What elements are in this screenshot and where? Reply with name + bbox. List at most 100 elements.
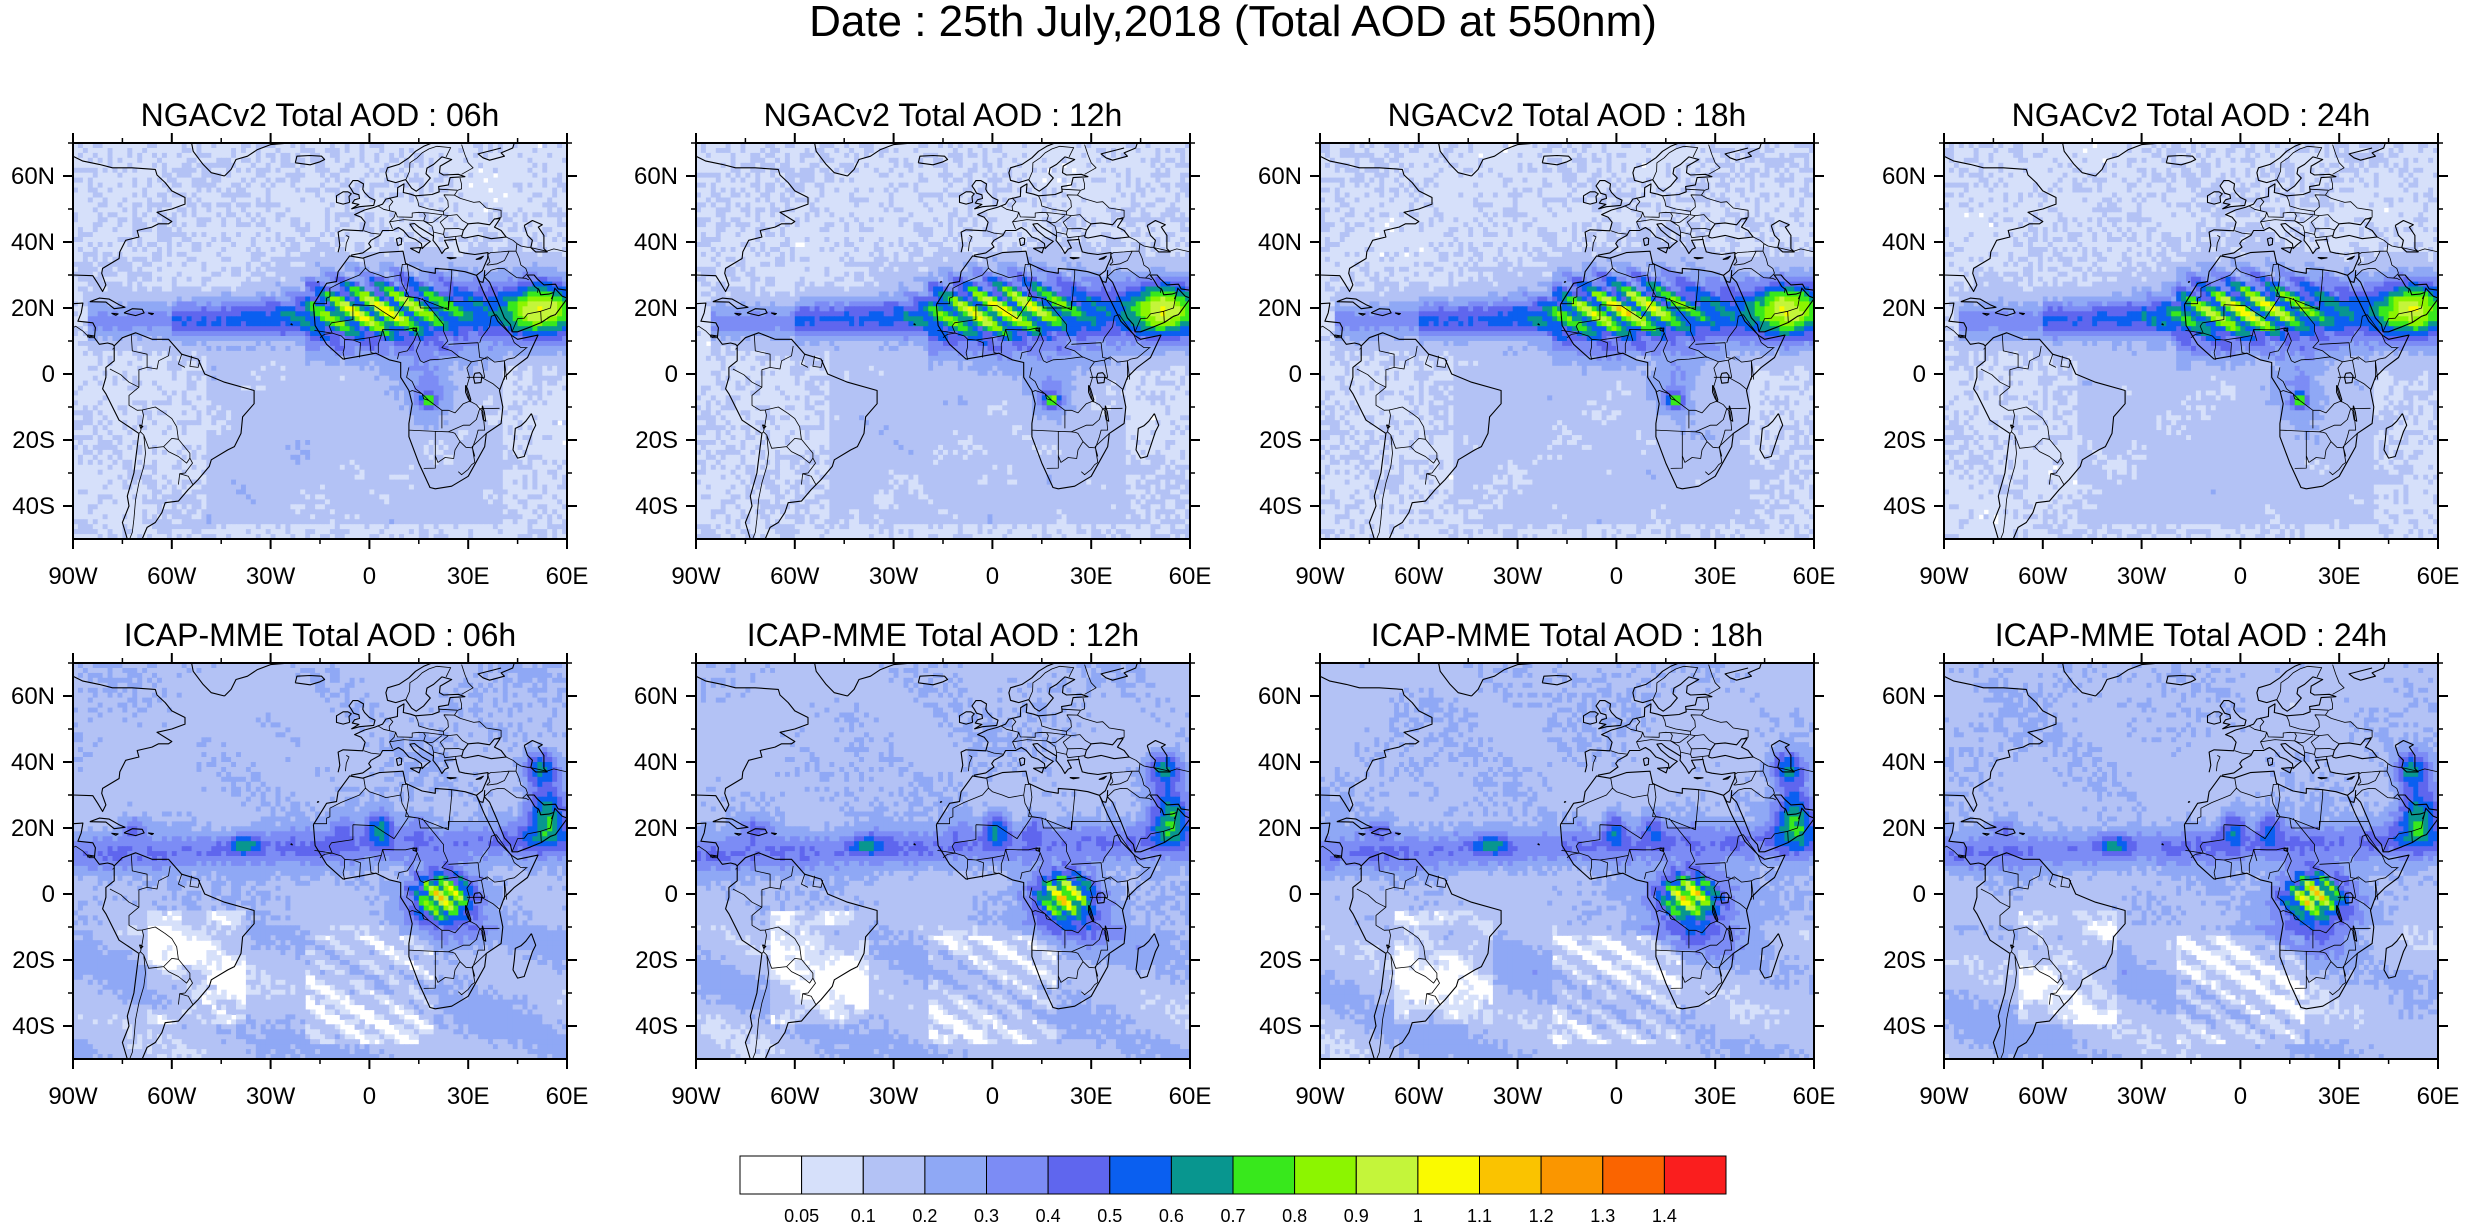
colorbar-swatch <box>1480 1156 1542 1194</box>
panel-title: NGACv2 Total AOD : 18h <box>1388 97 1747 133</box>
lat-tick-label: 40S <box>635 1013 678 1040</box>
lat-tick-label: 0 <box>42 881 55 908</box>
colorbar-swatch <box>1356 1156 1418 1194</box>
lon-tick-label: 0 <box>986 563 999 590</box>
colorbar-swatch <box>802 1156 864 1194</box>
lon-tick-label: 60W <box>770 1083 820 1110</box>
panel-title: NGACv2 Total AOD : 24h <box>2012 97 2371 133</box>
colorbar-swatch <box>1171 1156 1233 1194</box>
lat-tick-label: 40N <box>11 229 55 256</box>
lat-tick-label: 60N <box>634 683 678 710</box>
colorbar-label: 0.9 <box>1344 1206 1369 1222</box>
lat-tick-label: 40S <box>635 493 678 520</box>
colorbar-swatch <box>1541 1156 1603 1194</box>
colorbar-label: 0.05 <box>784 1206 819 1222</box>
lat-tick-label: 0 <box>665 881 678 908</box>
lat-tick-label: 0 <box>1913 361 1926 388</box>
lat-tick-label: 60N <box>1882 163 1926 190</box>
lon-tick-label: 60E <box>2417 563 2460 590</box>
lat-tick-label: 20S <box>1883 947 1926 974</box>
lon-tick-label: 90W <box>48 1083 98 1110</box>
lat-tick-label: 60N <box>11 163 55 190</box>
lat-tick-label: 40S <box>1259 1013 1302 1040</box>
colorbar-swatch <box>740 1156 802 1194</box>
lat-tick-label: 60N <box>1882 683 1926 710</box>
colorbar-swatch <box>1233 1156 1295 1194</box>
lat-tick-label: 20N <box>634 295 678 322</box>
colorbar-label: 1.1 <box>1467 1206 1492 1222</box>
lat-tick-label: 20S <box>1259 947 1302 974</box>
lat-tick-label: 0 <box>42 361 55 388</box>
colorbar-swatch <box>1110 1156 1172 1194</box>
lat-tick-label: 60N <box>11 683 55 710</box>
panel-title: NGACv2 Total AOD : 06h <box>141 97 500 133</box>
colorbar-label: 0.1 <box>851 1206 876 1222</box>
lat-tick-label: 40N <box>11 749 55 776</box>
lon-tick-label: 30W <box>1493 563 1543 590</box>
lon-tick-label: 90W <box>1295 563 1345 590</box>
lon-tick-label: 0 <box>2234 1083 2247 1110</box>
lat-tick-label: 40N <box>1882 229 1926 256</box>
lon-tick-label: 90W <box>671 563 721 590</box>
lat-tick-label: 20S <box>12 427 55 454</box>
colorbar-label: 0.3 <box>974 1206 999 1222</box>
lon-tick-label: 60E <box>2417 1083 2460 1110</box>
lon-tick-label: 30W <box>2117 563 2167 590</box>
aod-field <box>1944 663 2439 1060</box>
lon-tick-label: 90W <box>1919 563 1969 590</box>
lat-tick-label: 40S <box>12 1013 55 1040</box>
lon-tick-label: 30W <box>869 563 919 590</box>
lat-tick-label: 0 <box>1289 361 1302 388</box>
lon-tick-label: 30W <box>1493 1083 1543 1110</box>
lat-tick-label: 20S <box>1259 427 1302 454</box>
lon-tick-label: 0 <box>1610 1083 1623 1110</box>
aod-field <box>1944 143 2439 540</box>
lon-tick-label: 30W <box>246 1083 296 1110</box>
aod-field <box>1320 663 1815 1060</box>
colorbar-label: 0.4 <box>1036 1206 1061 1222</box>
lat-tick-label: 60N <box>634 163 678 190</box>
aod-field <box>696 663 1191 1060</box>
lon-tick-label: 30E <box>447 563 490 590</box>
colorbar-swatch <box>1418 1156 1480 1194</box>
lon-tick-label: 0 <box>986 1083 999 1110</box>
lon-tick-label: 60E <box>1793 1083 1836 1110</box>
lat-tick-label: 20N <box>634 815 678 842</box>
lon-tick-label: 0 <box>363 1083 376 1110</box>
colorbar-label: 0.6 <box>1159 1206 1184 1222</box>
lat-tick-label: 20N <box>11 815 55 842</box>
lon-tick-label: 30W <box>246 563 296 590</box>
lat-tick-label: 20S <box>635 427 678 454</box>
lon-tick-label: 60W <box>1394 563 1444 590</box>
lat-tick-label: 60N <box>1258 163 1302 190</box>
lat-tick-label: 20S <box>12 947 55 974</box>
lat-tick-label: 0 <box>1289 881 1302 908</box>
colorbar-swatch <box>1295 1156 1357 1194</box>
lat-tick-label: 40S <box>1883 1013 1926 1040</box>
colorbar-swatch <box>1603 1156 1665 1194</box>
lon-tick-label: 30W <box>869 1083 919 1110</box>
colorbar-label: 0.2 <box>912 1206 937 1222</box>
lon-tick-label: 60W <box>1394 1083 1444 1110</box>
lon-tick-label: 60W <box>2018 1083 2068 1110</box>
panel-title: ICAP-MME Total AOD : 24h <box>1995 617 2387 653</box>
colorbar-swatch <box>987 1156 1049 1194</box>
colorbar-label: 1.2 <box>1529 1206 1554 1222</box>
lon-tick-label: 60W <box>770 563 820 590</box>
lat-tick-label: 40N <box>1258 229 1302 256</box>
lon-tick-label: 60E <box>1169 1083 1212 1110</box>
lat-tick-label: 40N <box>1882 749 1926 776</box>
panel-title: ICAP-MME Total AOD : 12h <box>747 617 1139 653</box>
colorbar-swatch <box>925 1156 987 1194</box>
lat-tick-label: 20N <box>11 295 55 322</box>
lat-tick-label: 20N <box>1882 295 1926 322</box>
colorbar-swatch <box>1048 1156 1110 1194</box>
lat-tick-label: 20S <box>635 947 678 974</box>
lat-tick-label: 40N <box>1258 749 1302 776</box>
colorbar-label: 0.5 <box>1097 1206 1122 1222</box>
aod-field <box>73 663 568 1060</box>
